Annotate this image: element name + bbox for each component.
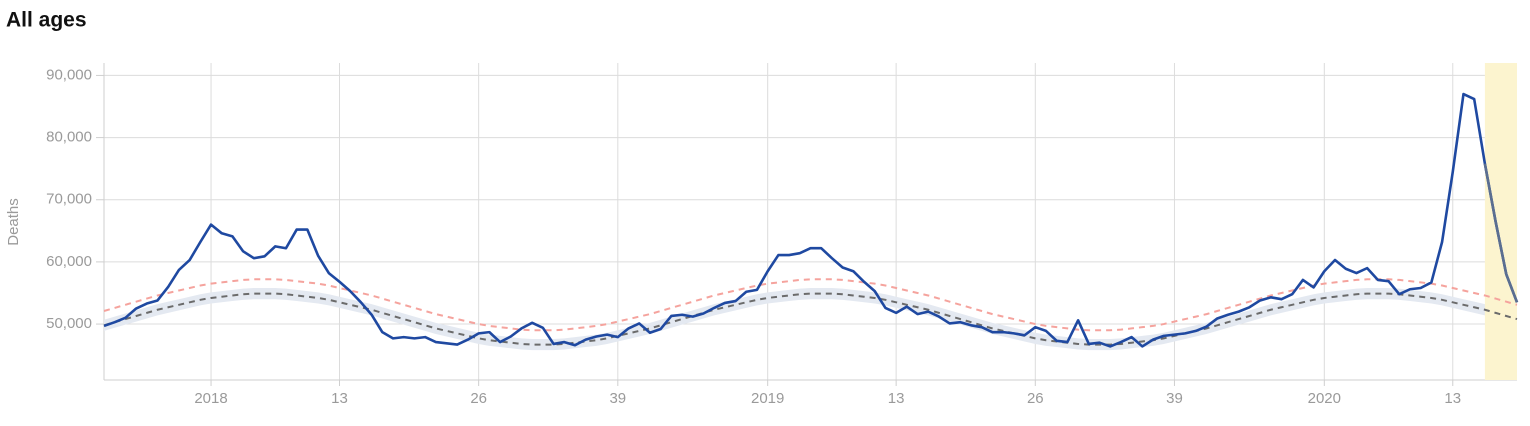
highlight xyxy=(1484,63,1517,380)
y-tick-label: 70,000 xyxy=(46,191,92,208)
y-tick-label: 60,000 xyxy=(46,253,92,270)
x-tick-label: 13 xyxy=(1444,390,1461,407)
reference-line xyxy=(103,278,1518,332)
x-tick-label: 2020 xyxy=(1308,390,1341,407)
y-tick-label: 50,000 xyxy=(46,315,92,332)
reference-line xyxy=(103,292,1518,346)
y-tick-label: 80,000 xyxy=(46,129,92,146)
data-line xyxy=(103,92,1519,348)
x-tick-label: 13 xyxy=(888,390,905,407)
y-tick-label: 90,000 xyxy=(46,66,92,83)
x-tick-label: 26 xyxy=(1027,390,1044,407)
x-tick-label: 39 xyxy=(1166,390,1183,407)
band xyxy=(104,288,1517,351)
x-tick-label: 2018 xyxy=(194,390,227,407)
y-axis-label: Deaths xyxy=(5,198,22,246)
x-tick-label: 39 xyxy=(609,390,626,407)
x-tick-label: 26 xyxy=(470,390,487,407)
x-tick-label: 13 xyxy=(331,390,348,407)
x-tick-label: 2019 xyxy=(751,390,784,407)
chart-title: All ages xyxy=(6,9,87,32)
provisional-line xyxy=(1483,163,1519,303)
